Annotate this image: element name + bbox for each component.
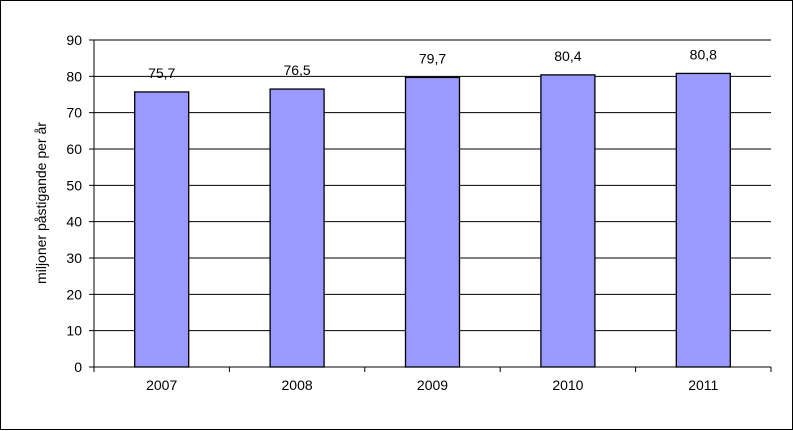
bar <box>404 76 461 368</box>
y-tick-label: 80 <box>66 68 82 84</box>
x-tick-label: 2010 <box>552 377 583 393</box>
data-label: 76,5 <box>283 62 310 78</box>
y-tick-label: 20 <box>66 286 82 302</box>
y-tick-label: 60 <box>66 141 82 157</box>
y-axis-label: miljoner påstigande per år <box>33 122 49 284</box>
x-tick-label: 2011 <box>688 377 718 393</box>
bar <box>269 88 325 368</box>
x-tick-label: 2007 <box>146 377 177 393</box>
x-tick-label: 2009 <box>417 377 448 393</box>
y-tick-label: 40 <box>66 214 82 230</box>
bar <box>540 74 596 368</box>
y-tick-label: 50 <box>66 177 82 193</box>
x-tick-label: 2008 <box>282 377 313 393</box>
bars <box>134 72 731 368</box>
data-label: 75,7 <box>148 65 175 81</box>
y-tick-label: 30 <box>66 250 82 266</box>
y-tick-label: 10 <box>66 323 82 339</box>
y-tick-label: 90 <box>66 32 82 48</box>
data-label: 80,8 <box>690 46 717 62</box>
data-label: 79,7 <box>419 50 446 66</box>
labels: 0 10 20 30 40 50 60 70 80 90 75,7 2007 76,5 2008 79,7 2… <box>66 32 718 393</box>
y-tick-label: 0 <box>74 359 82 375</box>
y-tick-label: 70 <box>66 105 82 121</box>
bar <box>134 91 190 368</box>
data-label: 80,4 <box>554 48 581 64</box>
bar <box>675 72 731 368</box>
